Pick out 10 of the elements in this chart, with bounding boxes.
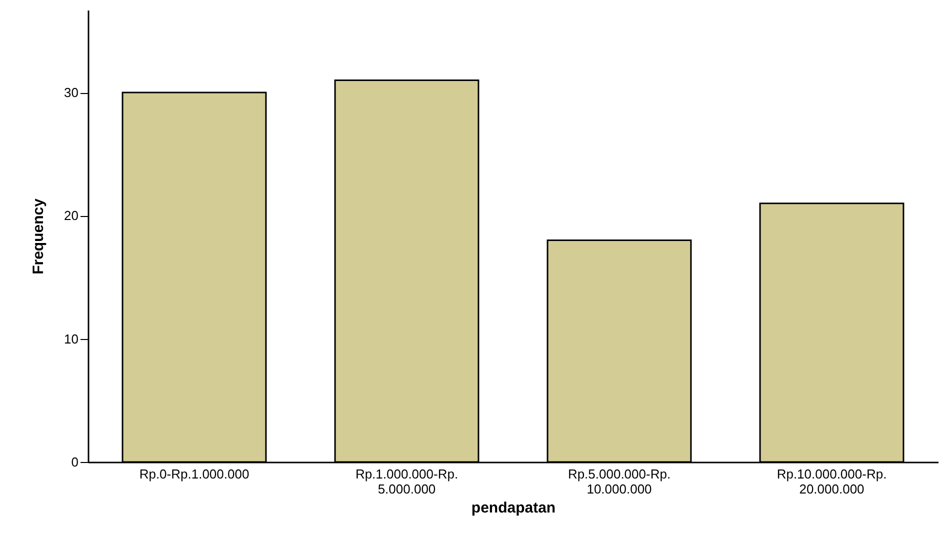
y-tick-label: 0 xyxy=(71,454,78,470)
x-tick-label: Rp.1.000.000-Rp. 5.000.000 xyxy=(355,466,458,496)
y-tick-label: 10 xyxy=(64,331,78,346)
y-axis-title: Frequency xyxy=(30,198,48,274)
x-tick-label: Rp.10.000.000-Rp. 20.000.000 xyxy=(776,466,887,496)
y-tick-label: 30 xyxy=(64,85,78,100)
x-tick-label: Rp.0-Rp.1.000.000 xyxy=(139,466,250,482)
x-tick-label: Rp.5.000.000-Rp. 10.000.000 xyxy=(568,466,671,496)
y-tick-label: 20 xyxy=(64,208,78,224)
x-axis-title: pendapatan xyxy=(471,500,556,516)
